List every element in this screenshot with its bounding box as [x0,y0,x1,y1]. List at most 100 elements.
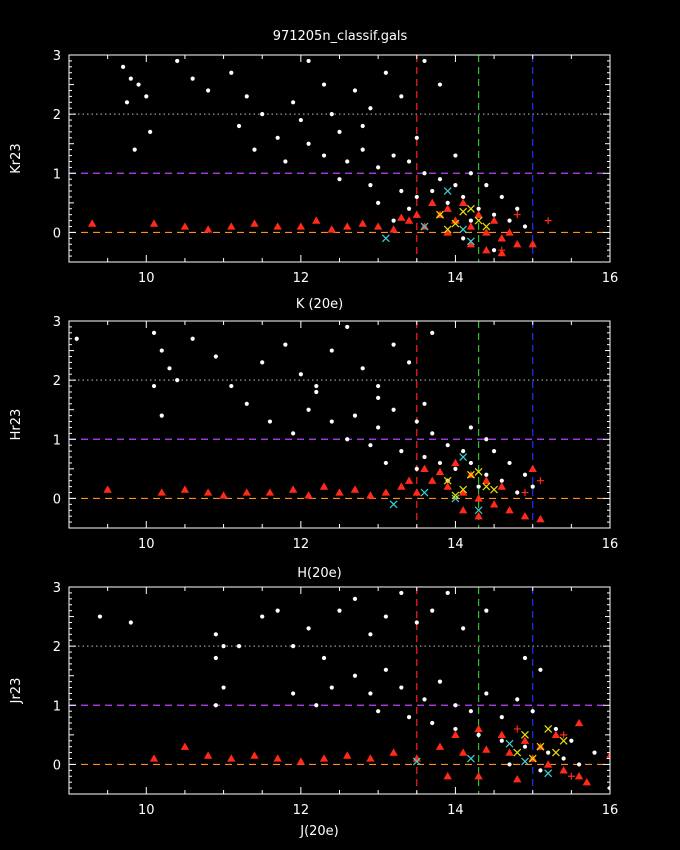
point-0-3 [221,644,226,649]
y-tick-label: 2 [53,374,61,389]
point-1-12 [373,222,383,230]
point-0-45 [476,484,481,489]
x-axis-label: H(20e) [297,566,341,581]
point-1-8 [312,216,321,224]
point-0-35 [453,183,458,188]
point-0-11 [260,360,265,365]
point-0-45 [530,709,535,714]
point-0-23 [329,685,334,690]
point-0-12 [321,655,327,661]
point-4-2 [498,246,506,254]
point-0-41 [445,200,450,205]
point-1-20 [489,500,499,508]
point-0-21 [430,330,435,335]
point-0-26 [306,141,311,146]
point-3-3 [551,748,560,757]
y-tick-label: 1 [53,433,61,448]
point-0-9 [206,88,211,93]
point-1-14 [482,745,491,753]
point-0-40 [515,490,520,495]
point-0-42 [461,194,466,200]
point-0-32 [406,159,412,164]
x-tick-label: 14 [447,537,464,552]
point-0-58 [484,183,489,188]
point-3-1 [451,219,460,228]
point-0-53 [298,117,303,123]
point-0-18 [376,383,381,389]
point-0-13 [298,372,303,377]
point-2-0 [389,500,398,509]
point-0-39 [499,478,504,483]
point-0-35 [437,460,443,466]
x-axis-label: K (20e) [296,297,343,312]
point-0-16 [345,324,350,330]
point-1-11 [350,485,360,493]
point-2-2 [459,453,468,461]
point-3-2 [459,207,468,216]
point-1-29 [497,482,506,490]
point-1-17 [543,760,553,768]
point-3-1 [459,485,468,494]
x-tick-label: 16 [602,803,619,818]
point-0-8 [190,76,195,81]
point-0-21 [368,106,373,111]
point-0-29 [360,147,365,152]
point-0-43 [576,762,582,767]
point-0-20 [352,88,358,93]
x-axis-label: J(20e) [299,824,339,839]
point-0-2 [159,348,164,353]
point-0-41 [530,484,535,489]
point-0-27 [399,685,404,690]
y-tick-label: 2 [53,640,61,655]
point-0-17 [399,590,404,596]
point-0-5 [221,685,226,690]
point-0-57 [468,171,473,176]
point-0-50 [468,218,473,223]
point-1-33 [482,245,491,254]
point-1-19 [474,494,483,502]
point-1-10 [343,222,352,230]
point-0-59 [499,194,504,200]
point-1-21 [451,730,460,739]
y-tick-label: 1 [53,167,61,182]
point-0-5 [159,413,164,418]
point-0-1 [128,620,133,625]
point-0-36 [453,466,458,471]
point-0-39 [414,194,419,200]
points [74,324,545,523]
point-0-62 [491,248,497,253]
point-0-25 [368,691,373,696]
point-3-6 [482,222,491,231]
point-1-6 [296,757,306,765]
point-1-21 [505,506,514,514]
point-1-25 [435,467,445,475]
point-0-43 [414,466,419,471]
point-0-16 [306,58,311,64]
point-0-47 [569,738,574,743]
point-0-14 [275,135,280,140]
point-1-20 [497,234,506,242]
point-0-49 [376,395,381,400]
point-3-5 [474,467,483,476]
point-0-10 [229,70,234,75]
point-1-22 [528,240,537,248]
point-0-15 [291,100,296,105]
point-3-5 [559,736,568,745]
point-0-40 [522,744,528,749]
point-2-1 [466,754,475,763]
point-1-1 [149,219,159,227]
point-4-1 [536,477,544,485]
point-0-23 [329,419,334,424]
point-0-12 [283,342,288,347]
point-0-55 [522,472,528,477]
point-0-3 [144,94,149,99]
point-1-28 [482,476,491,484]
point-1-29 [397,213,406,221]
point-3-6 [513,748,522,757]
point-0-18 [329,112,334,117]
point-0-35 [406,715,412,720]
point-0-30 [376,165,381,170]
point-1-24 [520,736,530,744]
point-1-2 [203,751,213,759]
